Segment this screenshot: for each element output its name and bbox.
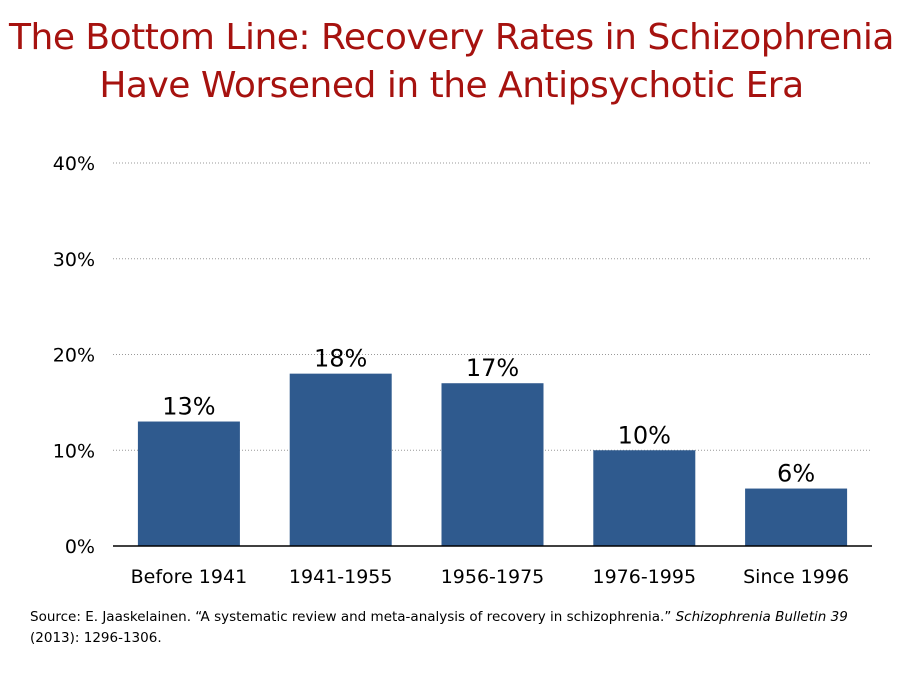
source-text: Source: E. Jaaskelainen. “A systematic r… xyxy=(30,609,676,625)
data-label: 18% xyxy=(314,345,367,373)
bar xyxy=(745,488,848,546)
x-tick-label: Before 1941 xyxy=(131,566,248,588)
data-label: 6% xyxy=(777,460,815,488)
bar xyxy=(593,450,696,546)
y-tick-label: 40% xyxy=(53,153,95,175)
source-details: (2013): 1296-1306. xyxy=(30,630,162,646)
bar xyxy=(289,373,392,546)
source-citation: Source: E. Jaaskelainen. “A systematic r… xyxy=(30,607,900,649)
y-tick-label: 20% xyxy=(53,345,95,367)
y-tick-label: 10% xyxy=(53,440,95,462)
title-line-2: Have Worsened in the Antipsychotic Era xyxy=(99,65,804,106)
y-tick-label: 30% xyxy=(53,249,95,271)
x-tick-label: Since 1996 xyxy=(743,566,849,588)
y-tick-label: 0% xyxy=(65,536,95,558)
data-label: 10% xyxy=(618,421,671,449)
x-tick-label: 1941-1955 xyxy=(289,566,393,588)
x-tick-label: 1956-1975 xyxy=(441,566,545,588)
data-label: 13% xyxy=(162,393,215,421)
data-label: 17% xyxy=(466,354,519,382)
slide-title: The Bottom Line: Recovery Rates in Schiz… xyxy=(0,14,903,110)
source-journal: Schizophrenia Bulletin 39 xyxy=(675,609,848,625)
title-line-1: The Bottom Line: Recovery Rates in Schiz… xyxy=(9,17,894,58)
bar xyxy=(441,383,544,546)
x-tick-label: 1976-1995 xyxy=(593,566,697,588)
bar xyxy=(137,421,240,546)
bar-chart: 0% 10% 20% 30% 40% 13% Before 1941 18% 1941-1955… xyxy=(53,153,872,588)
